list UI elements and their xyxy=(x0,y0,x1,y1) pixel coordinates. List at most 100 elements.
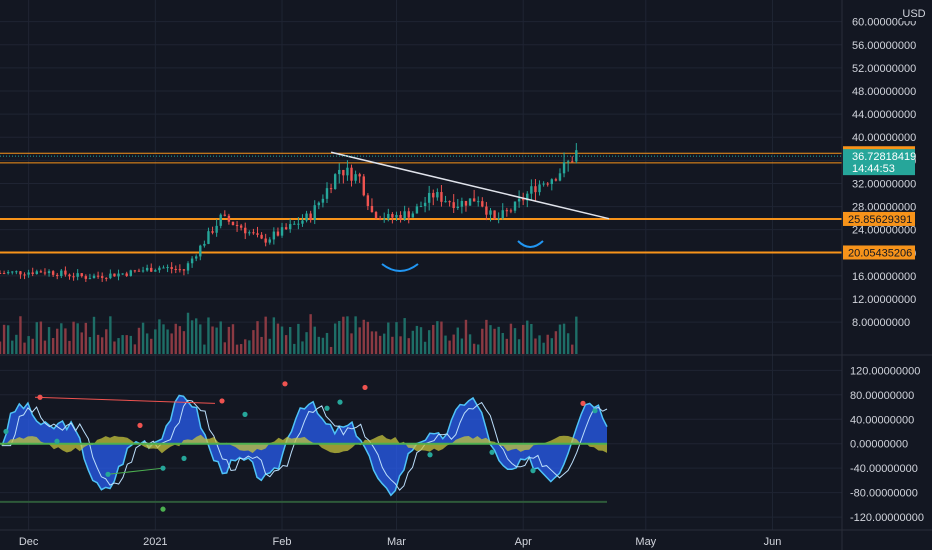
candle-body xyxy=(76,273,79,277)
price-tick-label: 24.00000000 xyxy=(852,225,916,237)
candle-body xyxy=(346,167,349,176)
candle-body xyxy=(468,198,472,206)
candle-body xyxy=(96,275,100,277)
volume-bar xyxy=(72,321,75,354)
candle-body xyxy=(244,227,247,234)
candle-body xyxy=(129,270,132,276)
volume-bar xyxy=(448,340,451,354)
candle-body xyxy=(239,225,243,228)
volume-bar xyxy=(387,322,390,354)
volume-bar xyxy=(260,336,263,354)
price-levels[interactable] xyxy=(0,152,842,254)
signal-dot xyxy=(592,408,598,414)
osc-tick-label: -80.00000000 xyxy=(850,488,918,500)
candle-body xyxy=(231,221,235,226)
candle-body xyxy=(60,270,63,277)
candle-body xyxy=(72,276,75,278)
volume-bar xyxy=(158,319,161,354)
candle-body xyxy=(166,267,169,269)
volume-bar xyxy=(432,324,435,354)
volume-bar xyxy=(293,343,296,354)
volume-bar xyxy=(472,343,476,354)
volume-bar xyxy=(60,323,63,354)
candle-body xyxy=(309,213,312,221)
candle-body xyxy=(268,239,271,243)
trendline-layer[interactable] xyxy=(330,151,610,272)
candle-body xyxy=(125,273,128,276)
volume-bar xyxy=(117,338,120,354)
pattern-arc[interactable] xyxy=(517,240,544,248)
candle-body xyxy=(546,183,549,185)
candle-body xyxy=(100,276,104,278)
volume-bar xyxy=(460,338,464,354)
volume-bar xyxy=(383,333,386,354)
candle-body xyxy=(137,270,141,272)
volume-bar xyxy=(464,319,468,354)
pattern-arc[interactable] xyxy=(381,263,419,272)
volume-bar xyxy=(456,327,459,354)
candle-body xyxy=(223,214,227,216)
volume-bar xyxy=(521,324,525,354)
price-level-badge-text: 20.05435206 xyxy=(848,247,912,259)
volume-bar xyxy=(109,316,112,354)
volume-bar xyxy=(505,338,509,354)
candle-body xyxy=(154,270,157,272)
candle-body xyxy=(366,195,370,206)
volume-bar xyxy=(558,324,562,354)
signal-dot xyxy=(580,400,586,406)
oscillator-axis[interactable]: 120.00000000 80.00000000 40.00000000 0.0000… xyxy=(850,365,924,524)
volume-bar xyxy=(325,332,329,354)
volume-bar xyxy=(137,327,141,354)
volume-bar xyxy=(23,342,26,354)
volume-bar xyxy=(105,329,108,354)
volume-bar xyxy=(481,328,484,354)
volume-bar xyxy=(297,323,300,354)
candle-body xyxy=(383,218,386,220)
signal-dot xyxy=(427,452,433,458)
candle-body xyxy=(88,278,92,280)
volume-bar xyxy=(227,326,231,354)
candle-body xyxy=(113,273,116,277)
signal-dot xyxy=(362,384,368,391)
candle-body xyxy=(92,275,96,279)
currency-label-text: USD xyxy=(902,8,925,20)
candle-body xyxy=(452,202,455,209)
candle-body xyxy=(293,223,296,225)
volume-bar xyxy=(313,326,316,354)
volume-bar xyxy=(493,328,496,354)
price-level-badge: 25.85629391 xyxy=(843,211,915,226)
signal-dot xyxy=(489,449,495,455)
price-tick-label: 12.00000000 xyxy=(852,294,916,306)
trendline[interactable] xyxy=(330,151,610,220)
candle-body xyxy=(509,210,513,212)
candle-body xyxy=(534,186,537,193)
candle-body xyxy=(207,231,210,244)
volume-bar xyxy=(231,324,235,354)
candle-body xyxy=(68,274,71,277)
candle-body xyxy=(403,211,406,220)
time-axis[interactable]: Dec 2021 Feb Mar Apr May Jun xyxy=(19,536,782,548)
currency-label[interactable]: USD xyxy=(902,6,926,21)
volume-bar xyxy=(350,333,353,354)
candle-body xyxy=(387,214,390,219)
volume-bar xyxy=(121,335,124,354)
volume-bar xyxy=(566,333,570,354)
candle-body xyxy=(501,210,504,219)
candle-body xyxy=(35,271,38,274)
candle-body xyxy=(333,174,337,189)
candle-body xyxy=(562,162,566,174)
candle-body xyxy=(374,212,378,219)
volume-bar xyxy=(395,322,398,354)
candle-body xyxy=(284,227,288,230)
volume-bar xyxy=(194,318,198,354)
volume-bar xyxy=(174,323,177,354)
volume-bar xyxy=(186,312,190,354)
volume-bar xyxy=(150,338,153,354)
volume-bar xyxy=(427,330,431,354)
volume-bar xyxy=(133,344,137,354)
volume-bar xyxy=(452,334,455,354)
candle-body xyxy=(407,211,410,218)
